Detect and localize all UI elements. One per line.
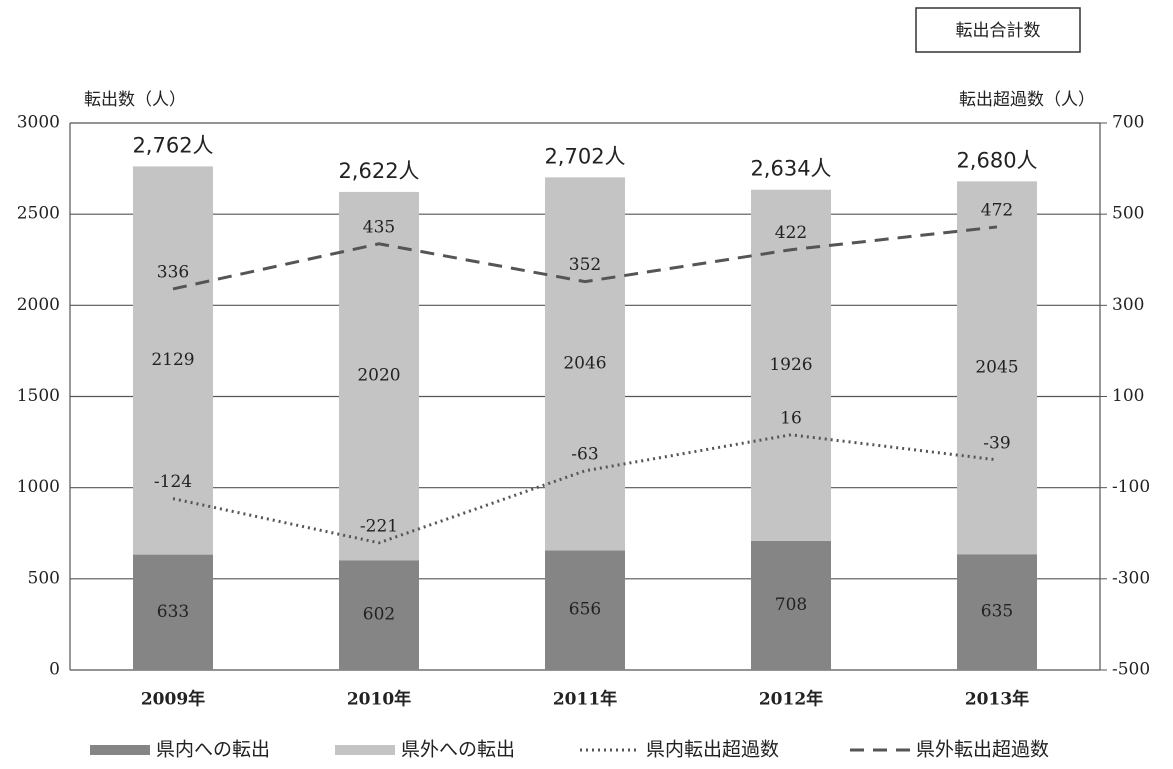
y2-tick-label: 300 (1112, 295, 1144, 315)
total-label: 2,762人 (132, 133, 213, 157)
bar-segment (545, 550, 625, 670)
legend-marker (90, 745, 150, 755)
y-tick-label: 3000 (17, 113, 60, 133)
line-series (172, 225, 998, 291)
line-label: -221 (360, 516, 398, 536)
bar-segment (751, 540, 831, 670)
total-label: 2,622人 (338, 159, 419, 183)
legend-label: 県外への転出 (401, 739, 515, 761)
y-tick-label: 1000 (17, 477, 60, 497)
bar-segment (133, 166, 213, 555)
bar-label: 2045 (975, 357, 1018, 377)
bar-label: 1926 (769, 355, 812, 375)
y-tick-label: 2000 (17, 295, 60, 315)
legend-label: 県内転出超過数 (646, 739, 779, 761)
bar-label: 2046 (563, 353, 606, 373)
badge: 転出合計数 (956, 21, 1041, 41)
y2-axis-title: 転出超過数（人） (959, 90, 1095, 110)
badge-box (915, 7, 1081, 53)
bar-label: 656 (569, 600, 601, 620)
bar-label: 2129 (151, 350, 194, 370)
y2-tick-label: -300 (1112, 568, 1150, 588)
y-tick-label: 1500 (17, 386, 60, 406)
bar-segment (339, 560, 419, 670)
line-label: 352 (569, 255, 601, 275)
y2-tick-label: 700 (1112, 113, 1144, 133)
total-label: 2,634人 (750, 157, 831, 181)
x-tick-label: 2011年 (553, 689, 617, 710)
bar-segment (133, 554, 213, 670)
x-tick-label: 2010年 (347, 689, 411, 710)
x-tick-label: 2009年 (141, 689, 205, 710)
y2-tick-label: 500 (1112, 204, 1144, 224)
legend-marker (335, 745, 395, 755)
bar-segment (545, 177, 625, 551)
line-label: 16 (780, 408, 802, 428)
total-label: 2,702人 (544, 144, 625, 168)
bar-label: 708 (775, 595, 807, 615)
legend-label: 県内への転出 (156, 739, 270, 761)
y2-tick-label: -100 (1112, 477, 1150, 497)
y-tick-label: 2500 (17, 204, 60, 224)
bar-segment (957, 554, 1037, 670)
y-tick-label: 500 (28, 568, 60, 588)
bar-segment (339, 191, 419, 561)
y-tick-label: 0 (49, 660, 60, 680)
bar-label: 633 (157, 602, 189, 622)
legend-label: 県外転出超過数 (916, 739, 1049, 761)
bar-label: 2020 (357, 366, 400, 386)
bar-label: 635 (981, 602, 1013, 622)
y2-tick-label: -500 (1112, 660, 1150, 680)
line-label: -124 (154, 472, 192, 492)
total-label: 2,680人 (956, 148, 1037, 172)
line-label: 472 (981, 200, 1013, 220)
y-axis-title: 転出数（人） (84, 90, 186, 110)
line-label: 336 (157, 262, 189, 282)
bar-label: 602 (363, 605, 395, 625)
bar-segment (957, 181, 1037, 555)
line-label: 435 (363, 217, 395, 237)
line-label: -63 (571, 444, 598, 464)
y2-tick-label: 100 (1112, 386, 1144, 406)
x-tick-label: 2013年 (965, 689, 1029, 710)
x-tick-label: 2012年 (759, 689, 823, 710)
line-label: -39 (983, 433, 1010, 453)
line-label: 422 (775, 223, 807, 243)
